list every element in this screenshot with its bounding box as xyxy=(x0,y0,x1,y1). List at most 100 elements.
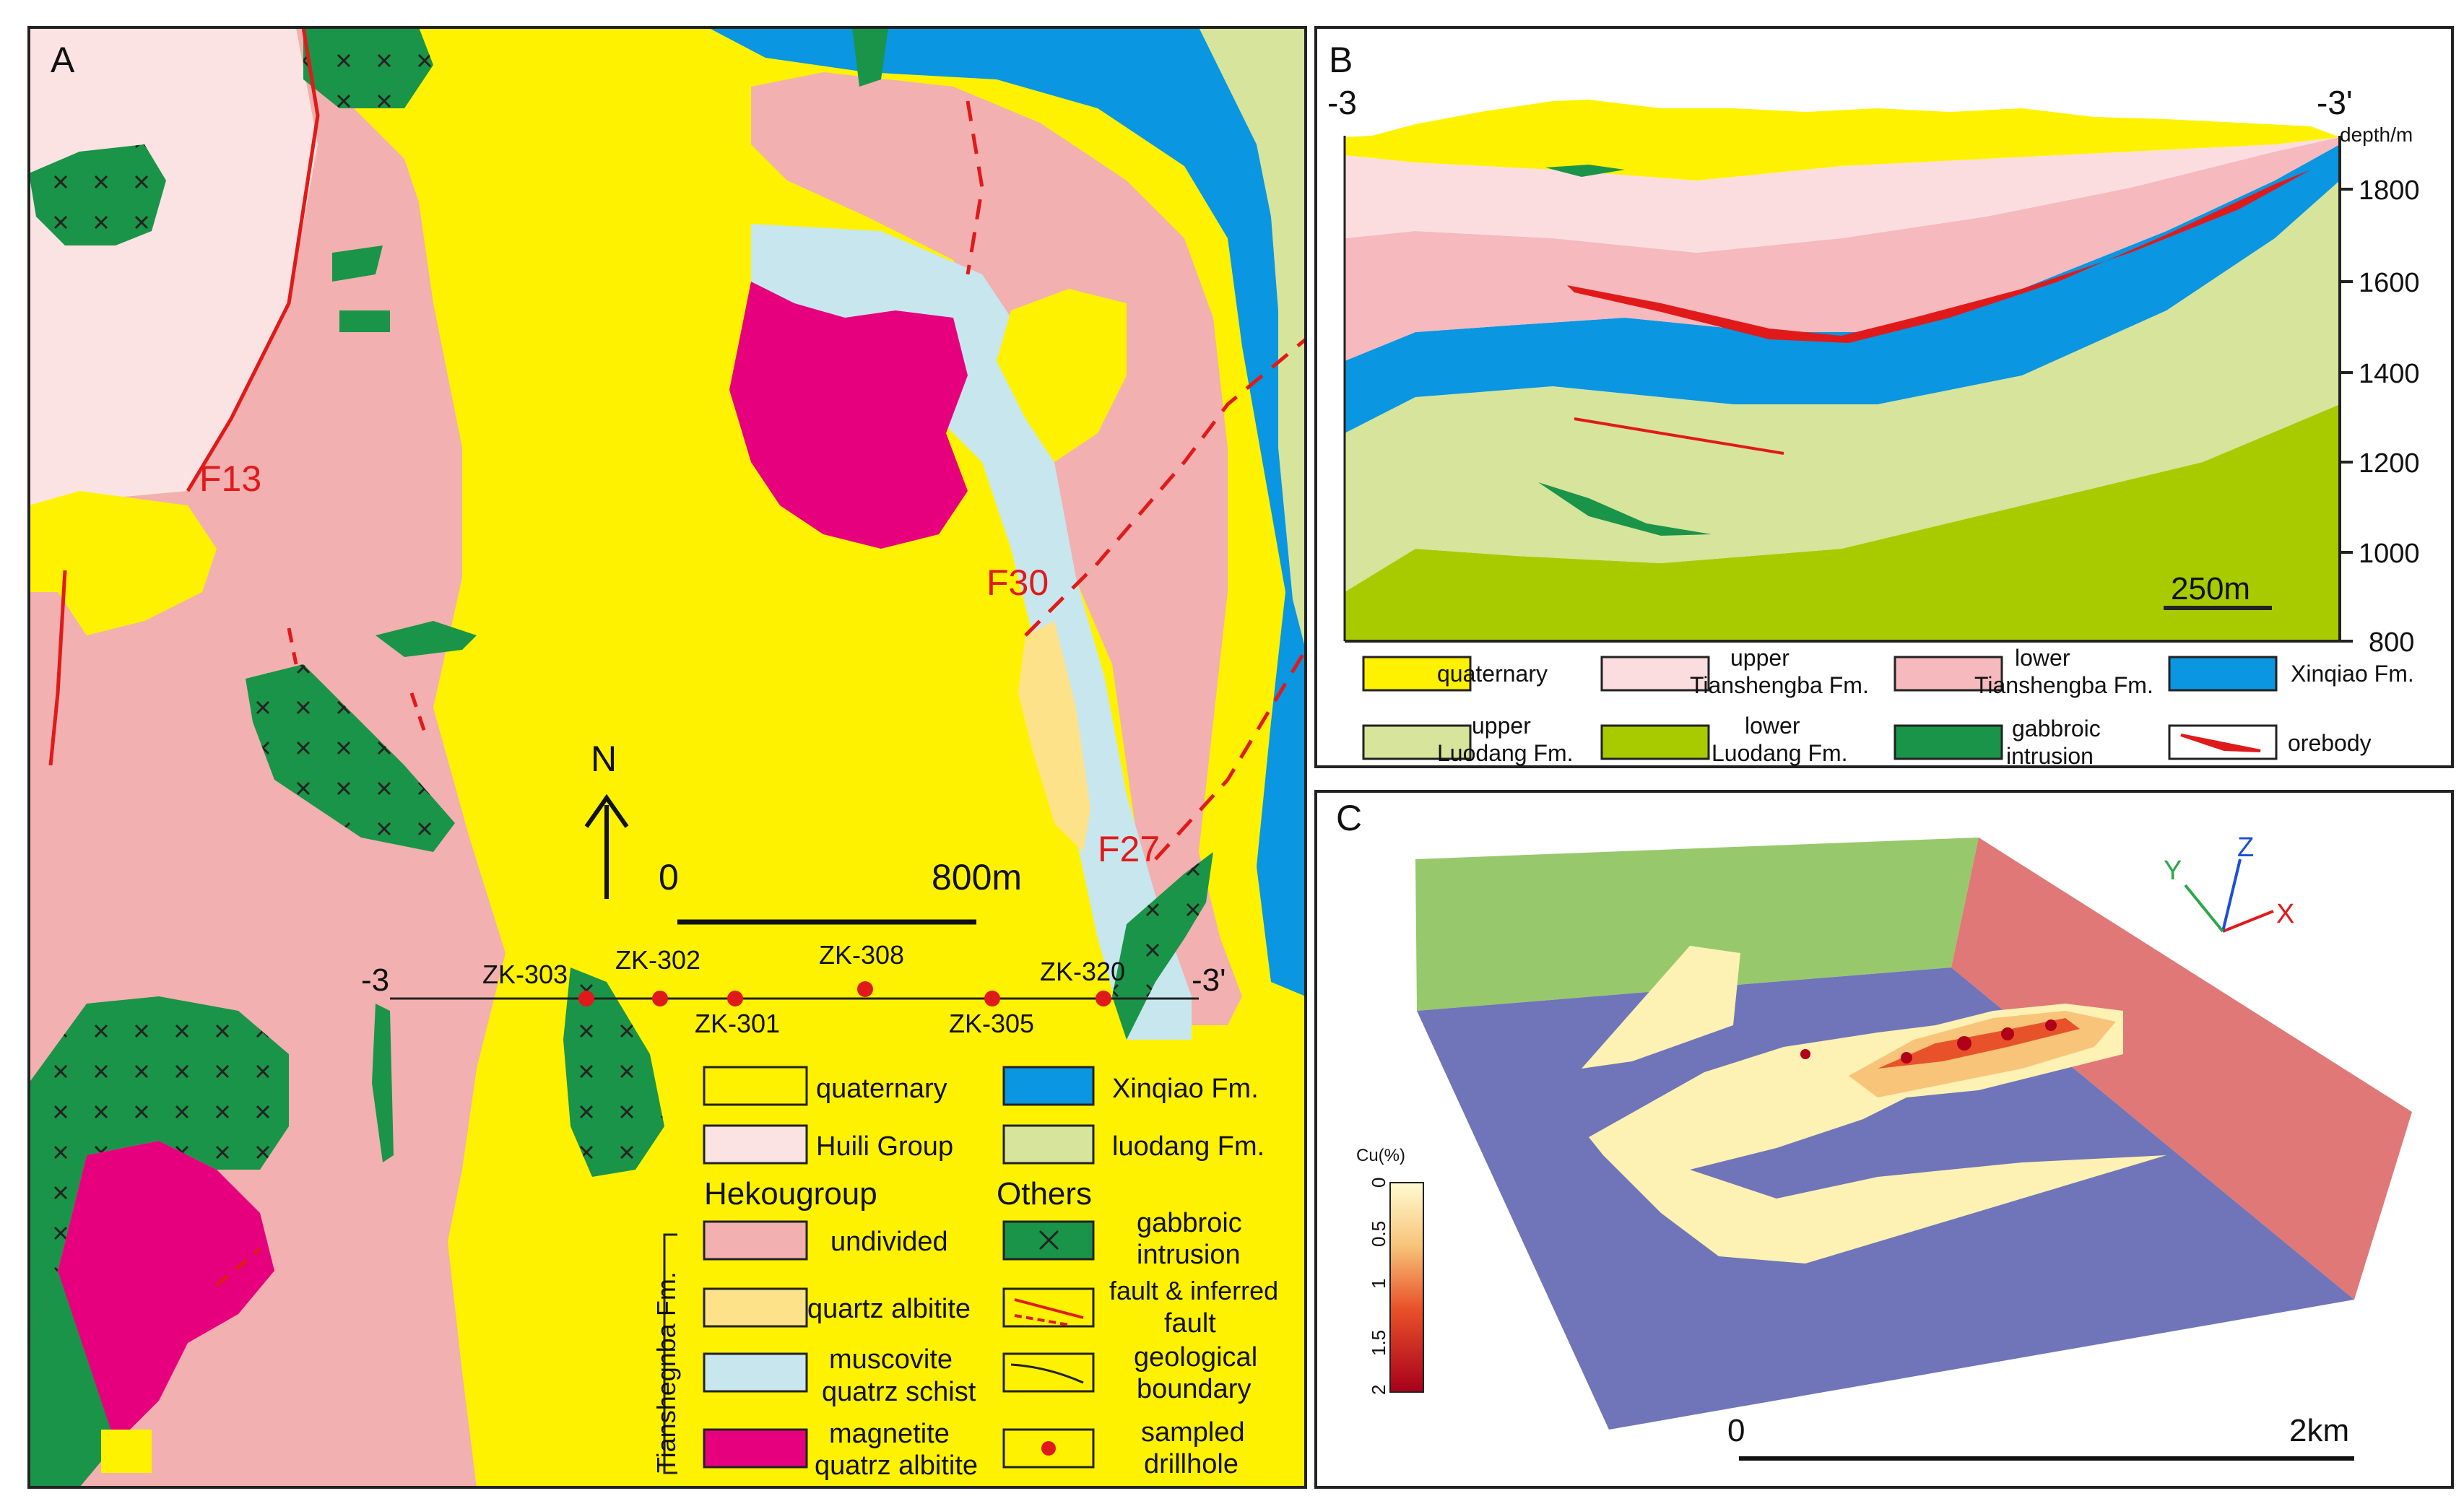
scale-c-zero: 0 xyxy=(1727,1413,1745,1448)
fault-lines xyxy=(48,27,1306,1287)
legend-a-boundary-1: geological xyxy=(1134,1342,1257,1373)
legend-b xyxy=(1362,656,2278,760)
legend-a-xinqiao: Xinqiao Fm. xyxy=(1112,1074,1259,1104)
depth-axis-label: depth/m xyxy=(2340,123,2413,146)
legend-a-drill-2: drillhole xyxy=(1144,1449,1238,1479)
colorbar-tick-05: 0.5 xyxy=(1368,1221,1389,1247)
legend-b-upper-tsb-2: Tianshengba Fm. xyxy=(1690,672,1869,698)
depth-tick-1400: 1400 xyxy=(2359,359,2420,389)
legend-a-huili: Huili Group xyxy=(816,1131,953,1162)
colorbar-tick-15: 1.5 xyxy=(1368,1330,1389,1356)
drillhole-zk305: ZK-305 xyxy=(949,1009,1034,1038)
section-end-label: -3' xyxy=(1192,962,1226,998)
text-labels: A F13 F30 F27 N 0 800m -3 -3' ZK-303 ZK-… xyxy=(51,40,2420,1481)
side-wall-east xyxy=(1951,838,2412,1300)
quaternary-patch-west xyxy=(29,491,217,635)
upper-tianshengba-layer xyxy=(1345,137,2340,253)
scale-c-end: 2km xyxy=(2289,1413,2349,1448)
legend-a-muscovite-2: quatrz schist xyxy=(822,1377,976,1407)
back-wall-west xyxy=(1415,838,1979,1011)
section-b-end: -3' xyxy=(2317,84,2353,121)
ore-surface-north xyxy=(1582,946,1740,1069)
axis-y-label: Y xyxy=(2164,856,2182,886)
quaternary-patch-east xyxy=(997,289,1127,462)
quartz-albitite-area xyxy=(1018,621,1090,852)
xinqiao-area xyxy=(708,27,1306,996)
legend-a-quartz-albitite: quartz albitite xyxy=(807,1294,971,1324)
legend-a-luodang: luodang Fm. xyxy=(1112,1131,1264,1162)
colorbar-tick-0: 0 xyxy=(1368,1178,1389,1188)
drillhole-zk303: ZK-303 xyxy=(482,960,568,989)
depth-tick-1600: 1600 xyxy=(2359,268,2420,298)
drillhole-zk308: ZK-308 xyxy=(819,940,904,970)
fault-f27-label: F27 xyxy=(1098,829,1160,869)
colorbar-tick-2: 2 xyxy=(1368,1385,1389,1395)
axis-z-label: Z xyxy=(2237,832,2254,863)
colorbar-title: Cu(%) xyxy=(1356,1146,1405,1165)
legend-a-hekou: Hekougroup xyxy=(704,1176,877,1212)
legend-a-muscovite-1: muscovite xyxy=(829,1344,953,1375)
legend-a-gabbroic-2: intrusion xyxy=(1137,1240,1241,1270)
fault-f13-label: F13 xyxy=(199,458,261,499)
legend-a-undivided: undivided xyxy=(830,1227,948,1257)
axes-triad xyxy=(2184,858,2274,933)
gabbro-lens-upper xyxy=(1545,165,1625,177)
colorbar-tick-1: 1 xyxy=(1368,1279,1389,1289)
legend-b-gabbro-1: gabbroic xyxy=(2012,716,2101,742)
cu-grade-high xyxy=(1878,1018,2080,1069)
scale-a-end: 800m xyxy=(932,857,1022,897)
panel-a-letter: A xyxy=(51,40,75,80)
legend-a xyxy=(663,1065,1300,1484)
legend-a-quaternary: quaternary xyxy=(816,1074,947,1104)
legend-a-drill-1: sampled xyxy=(1141,1417,1245,1448)
depth-tick-1200: 1200 xyxy=(2359,448,2420,479)
xinqiao-layer xyxy=(1345,144,2340,433)
section-b-start: -3 xyxy=(1327,84,1357,121)
luodang-area xyxy=(1199,27,1306,650)
quaternary-layer xyxy=(1345,100,2340,181)
depth-tick-1000: 1000 xyxy=(2359,539,2420,569)
legend-a-magnetite-2: quatrz albitite xyxy=(815,1451,978,1481)
panel-a-map xyxy=(27,26,1307,1489)
drillhole-markers xyxy=(578,981,1111,1006)
drillhole-zk301: ZK-301 xyxy=(695,1009,780,1038)
legend-a-others: Others xyxy=(997,1176,1092,1212)
legend-a-gabbroic-1: gabbroic xyxy=(1137,1208,1242,1238)
cu-colorbar xyxy=(1389,1182,1424,1393)
north-arrow xyxy=(584,793,629,899)
legend-b-xinqiao: Xinqiao Fm. xyxy=(2291,661,2414,687)
legend-b-lower-tsb-1: lower xyxy=(2015,645,2070,671)
legend-b-upper-ld-1: upper xyxy=(1472,713,1531,739)
drillhole-zk320: ZK-320 xyxy=(1040,957,1125,986)
cu-grade-peaks xyxy=(1800,1019,2057,1064)
north-label: N xyxy=(591,739,617,779)
legend-b-lower-tsb-2: Tianshengba Fm. xyxy=(1974,672,2153,698)
gabbro-lens-lower xyxy=(1538,482,1712,536)
scale-b-label: 250m xyxy=(2171,571,2250,606)
lower-tianshengba-layer xyxy=(1345,137,2340,361)
legend-b-upper-tsb-1: upper xyxy=(1730,645,1790,671)
panel-c-letter: C xyxy=(1336,798,1362,838)
quaternary-patch-south xyxy=(101,1430,152,1473)
drillhole-zk302: ZK-302 xyxy=(615,945,700,975)
magnetite-area-center xyxy=(729,282,968,549)
legend-b-lower-ld-2: Luodang Fm. xyxy=(1712,740,1848,766)
orebody-minor xyxy=(1574,417,1784,455)
legend-a-magnetite-1: magnetite xyxy=(829,1419,950,1449)
legend-b-quaternary: quaternary xyxy=(1437,661,1548,687)
panel-b-section xyxy=(1314,26,2454,768)
legend-b-gabbro-2: intrusion xyxy=(2006,743,2094,769)
legend-b-lower-ld-1: lower xyxy=(1745,713,1800,739)
upper-luodang-layer xyxy=(1345,181,2340,592)
legend-b-orebody: orebody xyxy=(2288,730,2372,756)
legend-a-fault-1: fault & inferred xyxy=(1109,1276,1278,1305)
depth-tick-marks xyxy=(2340,188,2353,643)
legend-a-tianshengba: Tianshegnba Fm. xyxy=(651,1271,681,1473)
gabbro-intrusions xyxy=(29,27,1213,1487)
legend-a-boundary-2: boundary xyxy=(1137,1374,1251,1404)
fault-f30-label: F30 xyxy=(986,562,1049,603)
legend-b-upper-ld-2: Luodang Fm. xyxy=(1437,740,1574,766)
legend-a-fault-2: fault xyxy=(1164,1308,1216,1339)
panel-b-letter: B xyxy=(1329,40,1353,80)
